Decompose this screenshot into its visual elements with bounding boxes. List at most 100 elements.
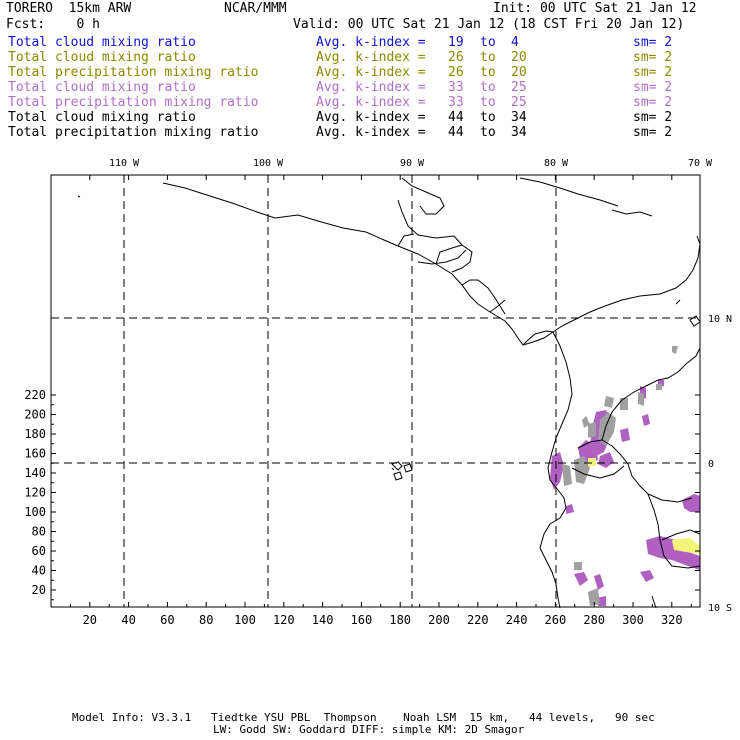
model-physics: LW: Godd SW: Goddard DIFF: simple KM: 2D… [213, 723, 525, 736]
magenta-field-area [620, 428, 630, 442]
legend-field: Total precipitation mixing ratio [8, 125, 259, 140]
magenta-field-area [550, 452, 564, 490]
legend-row: Total cloud mixing ratio Avg. k-index = 26… [8, 50, 708, 65]
legend-row: Total precipitation mixing ratio Avg. k-i… [8, 95, 708, 110]
legend-to: 20 [511, 65, 527, 80]
x-tick-label: 20 [83, 613, 97, 627]
longitude-label: 100 W [253, 158, 284, 169]
longitude-label: 90 W [400, 158, 425, 169]
legend-field: Total cloud mixing ratio [8, 35, 196, 50]
x-tick-label: 240 [506, 613, 528, 627]
y-tick-label: 200 [24, 408, 46, 422]
magenta-field-area [574, 572, 588, 586]
legend-to: 20 [511, 50, 527, 65]
gray-field-area [588, 588, 600, 606]
legend-smoothing: sm= 2 [633, 95, 673, 110]
init-time: Init: 00 UTC Sat 21 Jan 12 [493, 1, 697, 16]
map-border [50, 174, 701, 608]
legend-row: Total precipitation mixing ratio Avg. k-i… [8, 125, 708, 140]
legend-index-label: Avg. k-index = [316, 65, 426, 80]
y-tick-label: 120 [24, 486, 46, 500]
legend-smoothing: sm= 2 [633, 65, 673, 80]
legend-index-label: Avg. k-index = [316, 80, 426, 95]
legend-smoothing: sm= 2 [633, 125, 673, 140]
x-tick-label: 60 [160, 613, 174, 627]
legend-smoothing: sm= 2 [633, 35, 673, 50]
forecast-hour: Fcst: 0 h [6, 17, 100, 32]
y-tick-label: 40 [32, 564, 46, 578]
legend-to: 4 [511, 35, 519, 50]
gray-field-area [672, 346, 678, 354]
y-tick-label: 160 [24, 447, 46, 461]
x-tick-label: 140 [312, 613, 334, 627]
legend-row: Total cloud mixing ratio Avg. k-index = 44… [8, 110, 708, 125]
x-tick-label: 220 [467, 613, 489, 627]
x-tick-label: 280 [583, 613, 605, 627]
legend-to-word: to [480, 65, 496, 80]
magenta-field-area [598, 452, 614, 468]
gray-field-area [656, 384, 662, 390]
x-tick-label: 320 [661, 613, 683, 627]
magenta-field-area [682, 494, 700, 512]
y-tick-label: 140 [24, 466, 46, 480]
gray-field-area [588, 422, 596, 438]
magenta-field-area [646, 536, 700, 570]
organization: NCAR/MMM [224, 1, 287, 16]
legend-index-label: Avg. k-index = [316, 95, 426, 110]
model-info: Model Info: V3.3.1 Tiedtke YSU PBL Thomp… [72, 711, 655, 724]
x-tick-label: 80 [199, 613, 213, 627]
legend-smoothing: sm= 2 [633, 80, 673, 95]
legend-from: 19 [448, 35, 464, 50]
legend-field: Total cloud mixing ratio [8, 110, 196, 125]
gray-field-area [620, 398, 628, 410]
precipitation-fields [550, 346, 700, 606]
y-tick-label: 180 [24, 427, 46, 441]
latitude-label: 0 [708, 459, 714, 470]
gray-field-area [638, 392, 644, 406]
x-tick-label: 200 [428, 613, 450, 627]
latitude-label: 10 S [708, 603, 732, 614]
y-tick-label: 20 [32, 583, 46, 597]
legend-from: 44 [448, 110, 464, 125]
legend-index-label: Avg. k-index = [316, 50, 426, 65]
legend-smoothing: sm= 2 [633, 50, 673, 65]
legend-to: 25 [511, 95, 527, 110]
yellow-field-area [672, 538, 700, 554]
magenta-field-area [566, 504, 574, 514]
legend-to-word: to [480, 80, 496, 95]
y-tick-label: 100 [24, 505, 46, 519]
legend-field: Total precipitation mixing ratio [8, 95, 259, 110]
legend-from: 44 [448, 125, 464, 140]
latitude-label: 10 N [708, 314, 732, 325]
gray-field-area [574, 562, 582, 570]
x-tick-label: 180 [389, 613, 411, 627]
gray-field-area [562, 464, 572, 486]
magenta-field-area [594, 574, 604, 590]
longitude-label: 80 W [544, 158, 569, 169]
x-tick-label: 100 [234, 613, 256, 627]
x-tick-label: 120 [273, 613, 295, 627]
y-tick-label: 60 [32, 544, 46, 558]
legend-to-word: to [480, 35, 496, 50]
legend-index-label: Avg. k-index = [316, 125, 426, 140]
legend-row: Total cloud mixing ratio Avg. k-index = 19… [8, 35, 708, 50]
legend-to: 25 [511, 80, 527, 95]
yellow-field-area [588, 458, 596, 466]
legend-from: 26 [448, 50, 464, 65]
legend-field: Total cloud mixing ratio [8, 50, 196, 65]
legend-to-word: to [480, 110, 496, 125]
legend-field: Total cloud mixing ratio [8, 80, 196, 95]
legend-to: 34 [511, 110, 527, 125]
x-tick-label: 160 [351, 613, 373, 627]
y-tick-label: 80 [32, 525, 46, 539]
x-tick-label: 40 [121, 613, 135, 627]
legend-to: 34 [511, 125, 527, 140]
magenta-field-area [640, 570, 654, 582]
valid-time: Valid: 00 UTC Sat 21 Jan 12 (18 CST Fri … [293, 17, 685, 32]
legend-index-label: Avg. k-index = [316, 110, 426, 125]
legend-smoothing: sm= 2 [633, 110, 673, 125]
magenta-field-area [642, 414, 650, 426]
coastlines [77, 177, 701, 609]
legend-to-word: to [480, 95, 496, 110]
